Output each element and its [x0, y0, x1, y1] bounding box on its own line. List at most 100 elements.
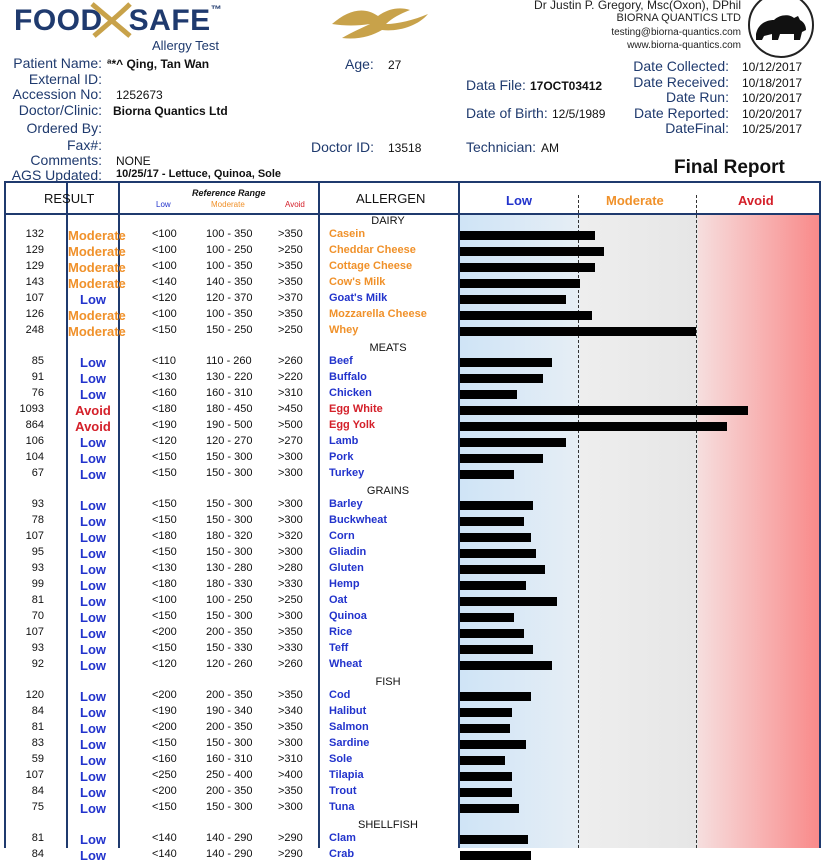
result-bar	[460, 470, 514, 480]
range-avoid: >350	[278, 260, 303, 273]
range-avoid: >300	[278, 451, 303, 464]
result-value: 76	[31, 386, 44, 399]
result-value: 129	[25, 244, 44, 257]
range-avoid: >340	[278, 704, 303, 717]
range-moderate: 150 - 300	[206, 451, 253, 464]
result-value: 132	[25, 228, 44, 240]
ref-avoid-header: Avoid	[285, 200, 305, 209]
range-moderate: 140 - 290	[206, 847, 253, 860]
allergen-name: Pork	[329, 451, 354, 464]
range-moderate: 200 - 350	[206, 626, 253, 639]
col-divider	[318, 183, 320, 848]
result-bar	[460, 739, 526, 749]
result-level: Avoid	[75, 403, 111, 418]
range-moderate: 150 - 300	[206, 610, 253, 623]
result-level: Moderate	[68, 244, 126, 260]
dob-label: Date of Birth:	[466, 105, 548, 121]
range-avoid: >400	[278, 769, 303, 782]
range-low: <140	[152, 831, 177, 844]
result-bar	[460, 279, 580, 289]
range-low: <120	[152, 658, 177, 671]
result-value: 95	[31, 545, 44, 558]
range-avoid: >300	[278, 497, 303, 510]
range-avoid: >300	[278, 467, 303, 480]
range-low: <150	[152, 451, 177, 464]
result-bar	[460, 723, 510, 733]
result-level: Low	[80, 594, 106, 610]
result-value: 864	[25, 419, 44, 432]
range-low: <120	[152, 435, 177, 448]
result-bar	[460, 231, 595, 240]
date-value: 10/18/2017	[742, 75, 803, 90]
result-bar	[460, 454, 543, 464]
result-level: Low	[80, 658, 106, 674]
range-low: <160	[152, 386, 177, 399]
range-low: <200	[152, 785, 177, 798]
result-value: 81	[31, 594, 44, 607]
range-avoid: >290	[278, 831, 303, 844]
ags-value: 10/25/17 - Lettuce, Quinoa, Sole	[116, 168, 282, 180]
result-level: Low	[80, 578, 106, 593]
date-value: 10/20/2017	[742, 91, 803, 105]
logo-x-icon	[90, 2, 134, 47]
range-moderate: 100 - 350	[206, 228, 253, 240]
comments-value: NONE	[116, 154, 151, 168]
range-moderate: 130 - 220	[206, 370, 253, 383]
result-bar	[460, 311, 592, 321]
accession-label: Accession No:	[12, 86, 102, 102]
range-low: <180	[152, 403, 177, 415]
date-value: 10/12/2017	[742, 60, 803, 74]
website-text: www.biorna-quantics.com	[627, 40, 741, 51]
result-bar	[460, 788, 512, 798]
result-value: 70	[31, 610, 44, 623]
allergen-name: Tuna	[329, 801, 355, 814]
allergen-name: Goat's Milk	[329, 292, 388, 305]
allergen-name: Casein	[329, 228, 366, 240]
result-level: Low	[80, 847, 106, 863]
logo-tm: ™	[210, 4, 223, 16]
patient-name-label: Patient Name:	[13, 55, 102, 71]
allergen-name: Crab	[329, 847, 355, 860]
range-moderate: 250 - 400	[206, 769, 253, 782]
allergen-name: Teff	[329, 642, 349, 655]
result-bar	[460, 438, 566, 448]
range-moderate: 110 - 260	[206, 354, 252, 367]
result-bar	[460, 772, 512, 782]
age-value: 27	[388, 58, 402, 72]
allergen-name: Turkey	[329, 467, 365, 480]
range-moderate: 100 - 250	[206, 594, 253, 607]
range-avoid: >310	[278, 386, 303, 399]
low-threshold-line	[578, 195, 579, 848]
allergen-name: Buffalo	[329, 370, 367, 383]
result-value: 129	[25, 260, 44, 273]
allergen-name: Gliadin	[329, 545, 367, 558]
range-avoid: >500	[278, 419, 303, 432]
range-low: <150	[152, 513, 177, 526]
range-low: <100	[152, 594, 177, 607]
result-bar	[460, 581, 526, 590]
result-level: Low	[80, 370, 106, 386]
range-moderate: 190 - 500	[206, 419, 253, 432]
result-value: 143	[25, 276, 44, 289]
range-low: <190	[152, 704, 177, 717]
result-value: 92	[31, 658, 44, 671]
allergen-name: Hemp	[329, 578, 360, 590]
date-label: Date Collected:	[633, 58, 729, 74]
result-bar	[460, 247, 604, 257]
result-level: Low	[80, 292, 106, 308]
result-level: Low	[80, 545, 106, 561]
range-moderate: 100 - 350	[206, 308, 253, 321]
range-moderate: 130 - 280	[206, 561, 253, 574]
col-divider	[66, 183, 68, 848]
allergen-name: Egg Yolk	[329, 419, 376, 432]
date-value: 10/25/2017	[742, 122, 803, 136]
range-low: <180	[152, 529, 177, 542]
avoid-threshold-line	[696, 195, 697, 848]
result-bar	[460, 804, 519, 814]
range-avoid: >290	[278, 847, 303, 860]
result-level: Low	[80, 831, 106, 847]
zone-low-label: Low	[506, 193, 532, 208]
range-moderate: 150 - 300	[206, 497, 253, 510]
range-low: <200	[152, 720, 177, 733]
technician-value: AM	[541, 141, 559, 155]
